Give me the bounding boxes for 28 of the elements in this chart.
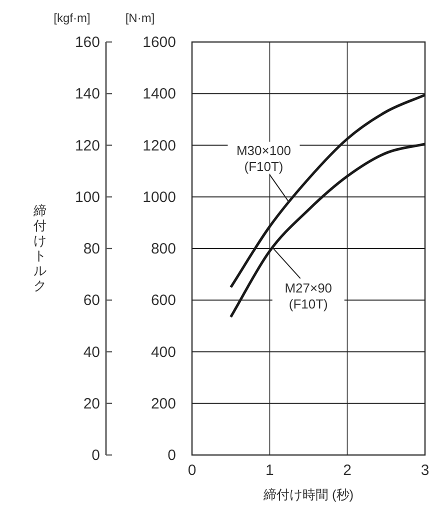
y-tick-label: 60 — [83, 292, 100, 310]
y2-tick-label: 1200 — [142, 137, 176, 154]
y2-axis-title: [N·m] — [125, 11, 155, 25]
y2-tick-label: 800 — [150, 240, 176, 258]
x-tick-label: 3 — [420, 462, 430, 479]
x-tick-label: 2 — [343, 462, 352, 479]
y-tick-label: 140 — [74, 86, 100, 103]
y-tick-label: 80 — [83, 240, 100, 258]
y-tick-label: 40 — [83, 344, 100, 361]
y2-tick-label: 600 — [150, 292, 176, 310]
series-label: M30×100 (F10T) — [236, 142, 292, 174]
y2-tick-label: 1000 — [142, 188, 176, 206]
y2-tick-label: 1600 — [142, 34, 176, 51]
y-axis-title: 締付けトルク — [32, 203, 46, 293]
y-tick-label: 20 — [83, 395, 100, 412]
text: [kgf·m] — [54, 11, 90, 25]
legend-label: M27×90 (F10T) — [284, 280, 332, 312]
x-tick-label: 0 — [188, 462, 196, 479]
y-tick-label: 160 — [74, 34, 100, 51]
y2-tick-label: 1400 — [142, 86, 176, 103]
y2-tick-label: 200 — [150, 395, 176, 412]
y2-tick-label: 0 — [168, 447, 176, 464]
y-tick-label: 0 — [92, 447, 100, 464]
y2-tick-label: 400 — [150, 344, 176, 361]
x-axis-title: 締付け時間 (秒) — [262, 487, 354, 502]
y-tick-label: 100 — [74, 188, 100, 206]
y-tick-label: 120 — [74, 137, 100, 154]
x-tick-label: 1 — [265, 462, 274, 479]
